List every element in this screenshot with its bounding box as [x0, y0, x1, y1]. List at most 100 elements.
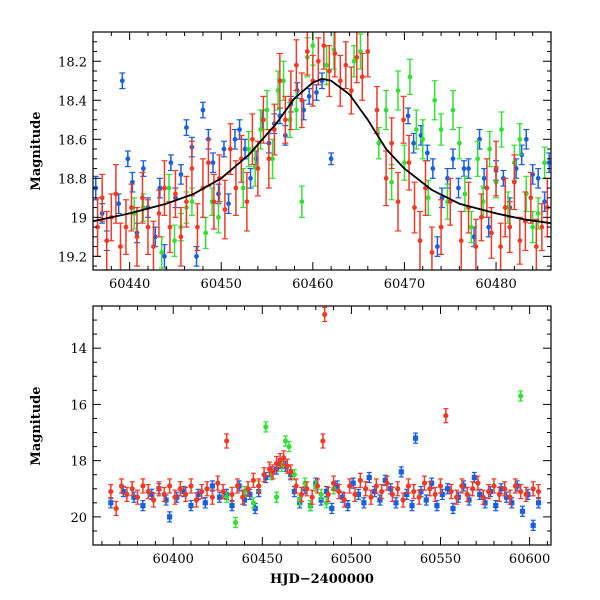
data-point-green-38: [438, 127, 444, 132]
y-tick-label: 19: [70, 211, 87, 226]
data-point-blue-67: [498, 486, 504, 492]
data-point-red-8: [134, 234, 140, 240]
data-point-green-15: [264, 107, 270, 113]
data-point-blue-46: [430, 166, 436, 171]
data-point-red-43: [326, 68, 332, 74]
data-point-blue-42: [405, 113, 411, 119]
data-point-red-49: [359, 74, 365, 80]
data-point-red-72: [475, 480, 481, 486]
data-point-blue-67: [546, 160, 551, 166]
data-point-blue-49: [404, 491, 410, 497]
data-point-green-30: [389, 179, 395, 185]
data-point-red-9: [140, 195, 145, 201]
data-point-blue-0: [108, 500, 114, 506]
data-point-blue-35: [329, 505, 335, 512]
data-point-red-36: [288, 469, 294, 475]
data-point-blue-25: [232, 136, 238, 142]
plot-area: [108, 306, 542, 531]
data-point-green-34: [413, 127, 419, 132]
data-point-blue-43: [411, 140, 416, 146]
data-point-red-42: [320, 438, 326, 444]
data-point-red-70: [464, 491, 470, 497]
data-point-blue-16: [229, 503, 235, 509]
x-tick-label: 60450: [242, 552, 283, 567]
data-point-red-54: [379, 488, 385, 495]
data-point-red-21: [206, 160, 211, 166]
data-point-blue-51: [456, 185, 461, 191]
data-point-blue-48: [398, 469, 404, 475]
plot-frame: [92, 31, 552, 271]
data-point-blue-6: [129, 179, 135, 185]
data-point-blue-64: [482, 500, 488, 506]
data-point-red-50: [365, 49, 371, 54]
x-tick-label: 60480: [475, 277, 516, 292]
data-point-red-10: [161, 491, 167, 497]
data-point-red-29: [249, 136, 255, 142]
data-point-red-67: [448, 488, 454, 495]
data-point-blue-16: [184, 125, 189, 130]
data-point-green-11: [291, 472, 297, 478]
data-point-red-60: [411, 488, 417, 495]
data-point-red-6: [140, 483, 146, 489]
data-point-red-61: [416, 494, 422, 500]
x-tick-label: 60550: [420, 552, 461, 567]
data-point-red-66: [478, 214, 484, 220]
data-point-blue-71: [519, 508, 526, 514]
data-point-blue-56: [439, 491, 445, 497]
data-point-red-41: [315, 58, 321, 64]
data-point-green-9: [282, 438, 289, 444]
y-tick-label: 16: [70, 398, 87, 413]
data-point-blue-69: [509, 500, 515, 506]
data-point-red-2: [118, 483, 125, 489]
data-point-red-22: [211, 199, 217, 205]
data-point-blue-4: [149, 491, 155, 497]
data-point-blue-18: [241, 497, 248, 503]
data-point-green-12: [246, 146, 252, 152]
data-point-red-73: [511, 179, 517, 185]
plot-area: [93, 32, 551, 270]
data-point-red-34: [277, 78, 283, 84]
data-point-red-52: [368, 494, 374, 500]
data-point-blue-50: [450, 156, 456, 162]
y-tick-label: 18.4: [58, 94, 87, 109]
data-point-red-43: [322, 311, 328, 318]
data-point-red-17: [184, 199, 189, 205]
data-point-red-39: [304, 49, 310, 54]
data-point-red-52: [383, 175, 389, 181]
data-point-blue-43: [371, 488, 378, 495]
data-point-red-69: [459, 483, 465, 489]
data-point-red-72: [507, 224, 513, 230]
data-point-red-58: [400, 497, 406, 503]
data-point-red-48: [347, 483, 353, 489]
data-point-red-37: [293, 483, 299, 489]
data-point-blue-18: [194, 253, 199, 259]
data-point-red-77: [533, 244, 539, 249]
data-point-red-62: [421, 480, 428, 486]
series-red: [108, 306, 542, 517]
data-point-green-20: [293, 107, 299, 113]
data-point-green-40: [450, 107, 456, 113]
plot-frame: [92, 305, 552, 546]
data-point-blue-36: [334, 483, 340, 489]
data-point-red-11: [167, 483, 173, 489]
data-point-red-13: [162, 185, 167, 191]
data-point-blue-3: [140, 503, 146, 509]
y-tick-label: 20: [70, 511, 87, 526]
data-point-red-42: [321, 43, 327, 49]
data-point-blue-54: [428, 480, 435, 486]
data-point-blue-37: [339, 494, 346, 500]
data-point-blue-57: [486, 224, 492, 230]
data-point-red-46: [343, 62, 349, 68]
data-point-red-6: [123, 224, 129, 230]
data-point-blue-53: [466, 166, 471, 171]
data-point-red-31: [260, 117, 266, 123]
data-point-blue-21: [210, 160, 216, 166]
data-point-red-35: [282, 117, 288, 123]
data-point-green-16: [270, 156, 275, 162]
data-point-red-59: [405, 483, 412, 489]
data-point-blue-22: [263, 474, 269, 481]
data-point-red-51: [363, 486, 369, 492]
data-point-red-12: [172, 494, 178, 500]
y-tick-label: 18.6: [58, 133, 87, 148]
data-point-blue-6: [163, 497, 169, 503]
